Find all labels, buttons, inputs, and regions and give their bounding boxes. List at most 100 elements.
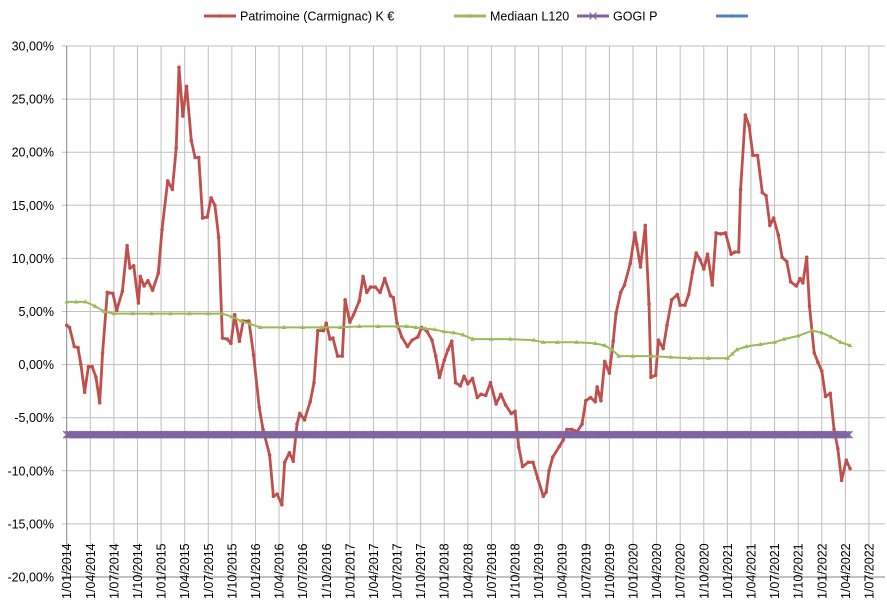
triangle-marker (734, 347, 740, 352)
dot-marker (634, 242, 639, 247)
dot-marker (798, 276, 802, 281)
triangle-marker (781, 336, 787, 341)
dot-marker (516, 445, 521, 450)
triangle-marker (795, 333, 801, 338)
dot-marker (656, 338, 661, 342)
dot-marker (218, 14, 222, 18)
triangle-marker (220, 311, 225, 316)
dot-marker (535, 476, 540, 481)
triangle-marker (111, 311, 117, 316)
triangle-marker (319, 324, 324, 330)
series-3 (62, 430, 853, 439)
dot-marker (690, 270, 695, 275)
dot-marker (136, 301, 141, 305)
dot-marker (618, 290, 623, 295)
dot-marker (661, 346, 666, 351)
dot-marker (312, 380, 316, 385)
series-1 (64, 65, 852, 507)
dot-marker (839, 478, 844, 483)
dot-marker (462, 374, 466, 379)
dot-marker (382, 276, 387, 281)
dot-marker (446, 347, 450, 352)
dot-marker (466, 381, 470, 386)
dot-marker (209, 196, 213, 200)
y-tick-label: 15,00% (12, 199, 54, 213)
dot-marker (410, 338, 414, 342)
x-tick-label: 1/01/2016 (249, 543, 263, 599)
x-tick-label: 1/10/2016 (320, 543, 334, 599)
triangle-marker (555, 339, 560, 344)
dot-marker (90, 364, 94, 369)
x-tick-label: 1/01/2018 (438, 543, 452, 599)
dot-marker (302, 418, 307, 422)
x-tick-label: 1/10/2019 (603, 543, 617, 599)
dot-marker (776, 233, 781, 237)
dot-marker (72, 344, 77, 349)
triangle-marker (149, 311, 155, 316)
x-tick-label: 1/04/2021 (744, 543, 758, 599)
triangle-marker (592, 340, 598, 345)
dot-marker (67, 325, 72, 330)
dot-marker (807, 304, 812, 308)
legend-label: Patrimoine (Carmignac) K € (240, 10, 394, 24)
triangle-marker (467, 13, 473, 18)
triangle-marker (168, 311, 173, 316)
x-tick-label: 1/01/2015 (155, 543, 169, 599)
dot-marker (836, 446, 840, 451)
dot-marker (86, 364, 91, 369)
x-tick-label: 1/10/2021 (792, 543, 806, 599)
dot-marker (150, 288, 155, 293)
x-tick-label: 1/01/2020 (626, 543, 640, 599)
dot-marker (794, 284, 799, 288)
triangle-marker (338, 324, 343, 330)
y-tick-label: 0,00% (19, 358, 54, 372)
triangle-marker (470, 336, 475, 341)
x-marker (589, 12, 597, 20)
gridlines (61, 45, 885, 578)
dot-marker (643, 223, 648, 228)
x-tick-label: 1/07/2016 (296, 543, 310, 599)
x-tick-label: 1/07/2020 (674, 543, 688, 599)
dot-marker (544, 490, 548, 494)
y-tick-label: -5,00% (14, 411, 54, 425)
dot-marker (120, 289, 125, 294)
y-tick-label: 30,00% (12, 40, 54, 54)
dot-marker (395, 321, 399, 325)
dot-marker (343, 298, 347, 302)
triangle-marker (375, 323, 381, 328)
dot-marker (705, 252, 710, 256)
triangle-marker (300, 324, 306, 330)
triangle-marker (238, 318, 244, 323)
dot-marker (105, 290, 110, 295)
dot-marker (738, 187, 743, 192)
triangle-marker (616, 353, 622, 358)
dot-marker (213, 203, 217, 208)
dot-marker (282, 460, 287, 465)
x-tick-label: 1/07/2019 (579, 543, 593, 599)
dot-marker (146, 278, 150, 283)
dot-marker (565, 427, 569, 432)
dot-marker (633, 231, 637, 235)
dot-marker (197, 155, 201, 160)
dot-marker (365, 290, 369, 295)
dot-marker (291, 459, 296, 464)
dot-marker (479, 392, 483, 397)
dot-marker (541, 494, 546, 499)
dot-marker (391, 295, 396, 300)
series-2 (64, 299, 853, 360)
dot-marker (812, 351, 817, 355)
dot-marker (142, 284, 146, 288)
dot-marker (628, 261, 632, 266)
triangle-marker (73, 299, 79, 304)
triangle-marker (630, 353, 636, 358)
triangle-marker (422, 325, 428, 331)
x-tick-label: 1/10/2015 (225, 543, 239, 599)
triangle-marker (64, 299, 70, 304)
dot-marker (170, 187, 175, 192)
dot-marker (425, 329, 430, 334)
triangle-marker (602, 342, 608, 348)
x-tick-label: 1/07/2021 (768, 543, 782, 599)
triangle-marker (460, 332, 466, 337)
y-tick-label: 25,00% (12, 93, 54, 107)
